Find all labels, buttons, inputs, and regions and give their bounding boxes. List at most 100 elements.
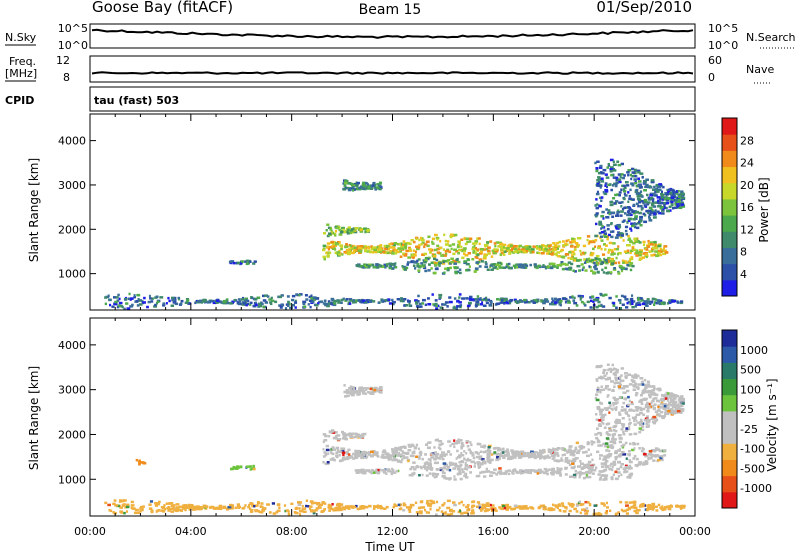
range-cell [481, 506, 484, 509]
range-cell [655, 418, 659, 422]
range-cell [403, 445, 407, 449]
range-cell [379, 244, 383, 247]
range-cell [481, 503, 484, 507]
range-cell [319, 503, 323, 507]
range-cell [579, 460, 582, 463]
range-cell [658, 200, 661, 203]
range-cell [516, 300, 519, 303]
range-cell [610, 173, 614, 177]
range-cell [607, 256, 611, 260]
range-cell [609, 426, 612, 430]
range-cell [499, 301, 504, 304]
range-cell [650, 241, 654, 244]
range-cell [343, 184, 346, 187]
range-cell [490, 268, 494, 271]
noise-strip-frame [89, 23, 696, 49]
range-cell [673, 192, 676, 196]
range-cell [564, 506, 567, 509]
range-cell [483, 446, 486, 449]
range-cell [448, 468, 452, 472]
range-cell [530, 454, 534, 458]
range-cell [615, 214, 619, 217]
range-cell [644, 508, 648, 511]
range-cell [550, 253, 554, 256]
range-cell [569, 475, 572, 478]
range-cell [646, 418, 649, 421]
range-cell [641, 302, 646, 305]
range-cell [507, 244, 511, 248]
range-cell [601, 268, 604, 272]
range-cell [620, 232, 625, 236]
range-cell [435, 307, 439, 310]
range-cell [609, 166, 614, 169]
range-cell [446, 499, 451, 503]
range-cell [379, 507, 384, 510]
range-cell [187, 302, 190, 305]
range-cell [446, 268, 450, 272]
range-cell [137, 298, 140, 301]
range-cell [331, 452, 335, 456]
range-cell [652, 415, 656, 419]
range-cell [609, 370, 613, 373]
range-cell [630, 402, 634, 406]
range-cell [438, 296, 442, 299]
range-cell [572, 503, 575, 507]
range-cell [620, 428, 624, 431]
range-cell [570, 459, 574, 463]
range-cell [543, 457, 546, 460]
range-cell [260, 502, 264, 505]
range-cell [586, 509, 589, 513]
range-cell [396, 242, 401, 246]
range-cell [663, 402, 668, 406]
range-cell [471, 511, 475, 515]
range-cell [612, 440, 616, 444]
range-cell [116, 305, 120, 309]
range-cell [478, 457, 482, 460]
range-cell [139, 505, 144, 509]
range-cell [582, 251, 585, 255]
range-cell [389, 246, 393, 249]
range-cell [259, 511, 264, 514]
range-cell [664, 393, 668, 397]
range-cell [628, 464, 631, 468]
range-cell [150, 300, 154, 303]
colorbar-segment [722, 443, 737, 460]
range-cell [495, 458, 500, 462]
range-cell [615, 226, 618, 229]
range-cell [179, 302, 183, 305]
range-cell [474, 270, 477, 273]
range-cell [468, 237, 473, 240]
range-cell [186, 299, 190, 302]
range-cell [499, 242, 503, 246]
range-cell [632, 417, 636, 420]
range-cell [427, 511, 430, 514]
range-cell [588, 240, 593, 244]
range-cell [332, 303, 337, 307]
range-cell [518, 453, 522, 456]
range-cell [474, 451, 478, 454]
range-cell [171, 298, 176, 302]
range-cell [654, 505, 658, 508]
range-cell [632, 212, 636, 215]
range-cell [624, 194, 628, 197]
range-cell [138, 303, 143, 306]
colorbar-tick-label: 24 [740, 157, 754, 170]
range-cell [618, 264, 621, 268]
range-cell [359, 250, 363, 253]
range-cell [429, 251, 432, 254]
range-cell [643, 198, 648, 202]
range-cell [180, 505, 184, 509]
range-cell [579, 511, 582, 515]
range-cell [433, 475, 438, 478]
range-cell [431, 472, 436, 475]
range-cell [617, 421, 622, 424]
range-cell [446, 506, 451, 510]
range-cell [479, 507, 484, 511]
range-cell [431, 500, 435, 503]
range-cell [679, 506, 683, 509]
range-cell [532, 245, 536, 248]
range-cell [601, 253, 606, 256]
range-cell [604, 266, 608, 270]
range-cell [298, 501, 303, 504]
range-cell [394, 453, 398, 456]
